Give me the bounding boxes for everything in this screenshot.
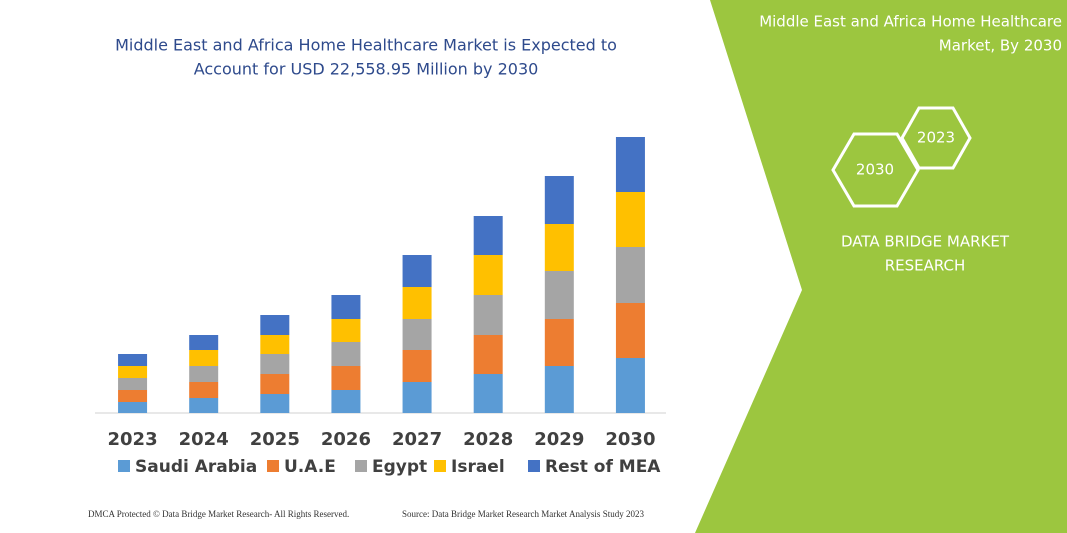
bar-segment	[402, 319, 432, 350]
bar-segment	[331, 342, 361, 366]
bar-segment	[331, 295, 361, 319]
bar-segment	[189, 335, 219, 350]
bar-segment	[473, 335, 503, 374]
x-tick-label: 2023	[108, 429, 158, 450]
bar-segment	[473, 295, 503, 335]
bar-segment	[260, 335, 290, 354]
x-tick-label: 2027	[392, 429, 442, 450]
bar-segment	[615, 192, 645, 247]
bar-segment	[189, 366, 219, 382]
bar-segment	[473, 216, 503, 255]
chart-title: Account for USD 22,558.95 Million by 203…	[194, 60, 539, 79]
x-tick-label: 2030	[605, 429, 655, 450]
footer-left: DMCA Protected © Data Bridge Market Rese…	[88, 509, 349, 519]
panel-title: Middle East and Africa Home Healthcare	[759, 13, 1062, 31]
bar-segment	[473, 255, 503, 295]
bar-segment	[544, 319, 574, 366]
bar-segment	[189, 398, 219, 413]
bar-segment	[118, 366, 148, 378]
legend-swatch	[355, 460, 367, 472]
hexagon-label: 2023	[917, 129, 955, 147]
x-tick-label: 2024	[179, 429, 229, 450]
brand: DATA BRIDGE MARKET	[841, 233, 1010, 251]
bar-segment	[331, 390, 361, 413]
bar-segment	[260, 394, 290, 413]
legend-label: Egypt	[372, 457, 427, 477]
bar-segment	[402, 382, 432, 413]
legend-label: Saudi Arabia	[135, 457, 257, 477]
hexagon-label: 2030	[856, 161, 894, 179]
side-panel	[695, 0, 1067, 533]
bar-segment	[473, 374, 503, 413]
x-tick-label: 2029	[534, 429, 584, 450]
bar-segment	[331, 319, 361, 342]
bar-segment	[118, 390, 148, 402]
bar-segment	[402, 287, 432, 319]
footer-right: Source: Data Bridge Market Research Mark…	[402, 509, 644, 519]
bar-segment	[118, 402, 148, 413]
bar-segment	[544, 224, 574, 271]
bar-segment	[189, 382, 219, 398]
legend-swatch	[267, 460, 279, 472]
bar-segment	[544, 176, 574, 224]
bar-segment	[615, 303, 645, 358]
brand: RESEARCH	[885, 257, 966, 275]
x-tick-label: 2025	[250, 429, 300, 450]
bar-segment	[331, 366, 361, 390]
x-tick-label: 2028	[463, 429, 513, 450]
legend-label: U.A.E	[284, 457, 336, 477]
bar-segment	[544, 271, 574, 319]
legend-label: Rest of MEA	[545, 457, 661, 477]
panel-title: Market, By 2030	[939, 37, 1062, 55]
x-tick-label: 2026	[321, 429, 371, 450]
bar-segment	[402, 255, 432, 287]
bar-segment	[615, 137, 645, 192]
hexagon	[900, 106, 972, 170]
bar-segment	[260, 354, 290, 374]
hexagon	[831, 132, 920, 208]
legend-swatch	[118, 460, 130, 472]
bar-segment	[118, 378, 148, 390]
bar-segment	[615, 247, 645, 303]
bar-segment	[615, 358, 645, 413]
bar-segment	[260, 374, 290, 394]
bar-segment	[544, 366, 574, 413]
bar-segment	[118, 354, 148, 366]
chart-title: Middle East and Africa Home Healthcare M…	[115, 36, 617, 55]
bar-segment	[402, 350, 432, 382]
legend-label: Israel	[451, 457, 505, 477]
legend-swatch	[434, 460, 446, 472]
bar-segment	[189, 350, 219, 366]
bar-segment	[260, 315, 290, 335]
legend-swatch	[528, 460, 540, 472]
